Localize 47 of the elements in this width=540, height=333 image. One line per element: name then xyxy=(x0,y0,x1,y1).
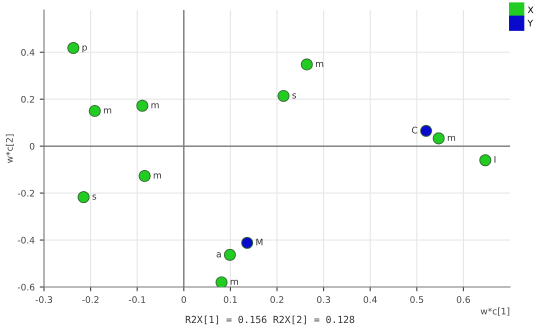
y-axis-title: w*c[2] xyxy=(6,134,14,163)
point xyxy=(278,90,290,102)
annotation: m xyxy=(448,136,456,141)
text: R2X[1] = 0.156 R2X[2] = 0.128 xyxy=(186,316,354,324)
x-tick-label: 0.5 xyxy=(410,296,424,304)
point xyxy=(78,191,90,204)
x-tick-label: -0.2 xyxy=(82,296,99,304)
x-tick-label: 0.1 xyxy=(224,296,237,304)
y-tick-label: 0.4 xyxy=(21,48,34,56)
point xyxy=(224,248,236,261)
point xyxy=(138,170,151,182)
y-tick-label: -0.6 xyxy=(18,284,34,291)
annotation: M xyxy=(256,238,262,246)
x-tick-label: 0 xyxy=(182,296,186,304)
annotation: m xyxy=(151,103,159,108)
legend-label: Y xyxy=(527,20,534,26)
point xyxy=(88,104,101,117)
annotation: m xyxy=(316,62,324,67)
point xyxy=(420,124,432,137)
point xyxy=(479,154,492,166)
point xyxy=(300,58,313,70)
annotation: m xyxy=(230,280,238,285)
point xyxy=(136,100,148,112)
y-tick-label: -0.2 xyxy=(18,190,34,197)
annotation: I xyxy=(494,156,496,163)
annotation: m xyxy=(104,108,112,114)
point xyxy=(432,132,445,144)
x-tick-label: -0.1 xyxy=(128,296,146,304)
legend-label: X xyxy=(528,6,534,14)
x-tick-label: 0.2 xyxy=(270,296,284,304)
x-tick-label: -0.3 xyxy=(36,296,52,304)
annotation: m xyxy=(154,173,162,178)
annotation: s xyxy=(92,194,96,200)
annotation: s xyxy=(292,93,296,99)
x-axis-title: w*c[1] xyxy=(480,308,510,316)
x-tick-label: 0.6 xyxy=(456,296,470,304)
y-tick-label: 0 xyxy=(30,142,34,150)
annotation: p xyxy=(82,45,87,52)
annotation: a xyxy=(216,252,221,258)
x-tick-label: 0.4 xyxy=(364,296,377,304)
x-tick-label: 0.3 xyxy=(317,296,330,304)
y-tick-label: 0.2 xyxy=(21,96,34,103)
point xyxy=(67,42,80,54)
point xyxy=(216,276,228,287)
point xyxy=(241,236,254,249)
annotation: C xyxy=(412,126,418,134)
y-tick-label: -0.4 xyxy=(18,236,34,244)
